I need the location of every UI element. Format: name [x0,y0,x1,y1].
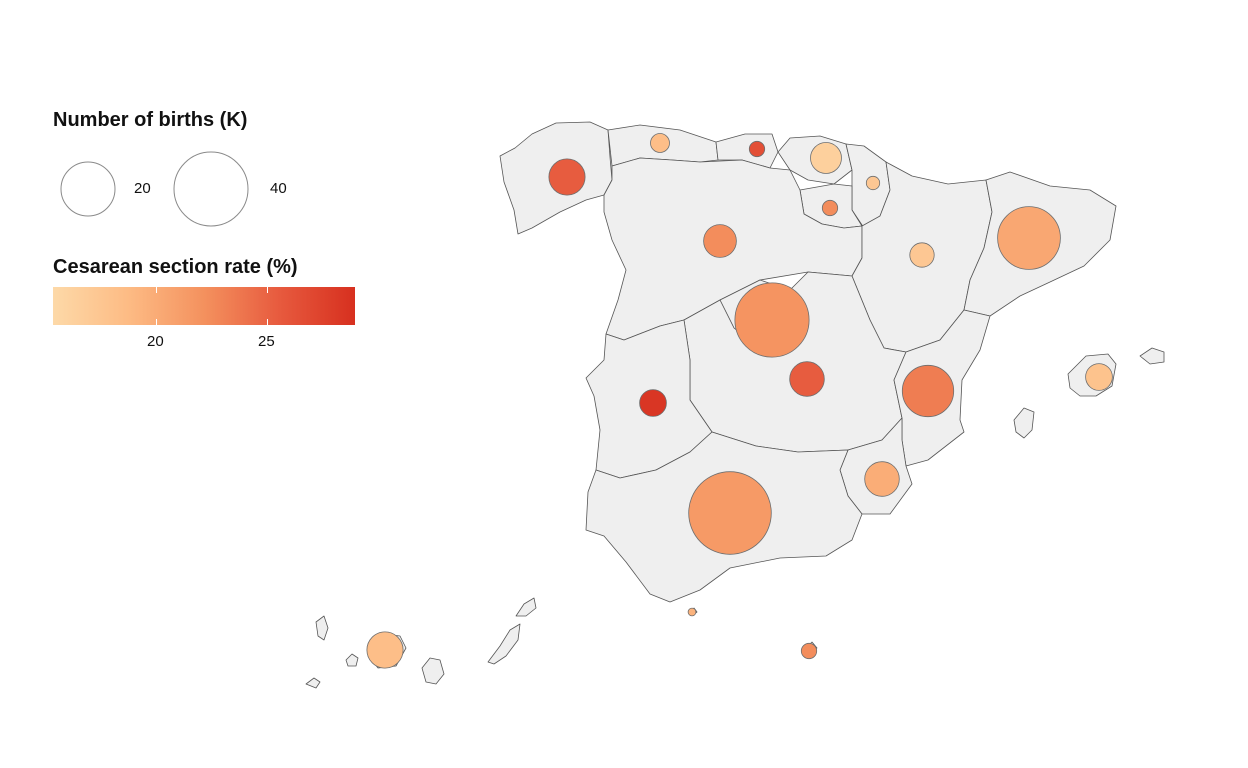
color-legend-bar [53,287,355,325]
bubble-point [650,133,670,153]
color-legend-title: Cesarean section rate (%) [53,256,298,278]
colorbar-label-25: 25 [258,333,275,350]
region-fuerteventura [487,623,521,665]
bubble-point [734,282,810,358]
size-legend-label-small: 20 [134,180,151,197]
region-la-gomera [345,653,359,667]
region-hierro [305,677,321,689]
region-ibiza [1013,407,1035,439]
bubble-point [1085,363,1113,391]
region-la-palma [315,615,329,641]
bubbles-layer [366,133,1113,669]
colorbar-tick-25 [267,287,268,325]
region-menorca [1139,347,1165,365]
size-legend-circle-small [60,161,116,217]
bubble-point [810,142,842,174]
colorbar-label-20: 20 [147,333,164,350]
size-legend-label-large: 40 [270,180,287,197]
bubble-point [901,364,955,418]
bubble-point [748,140,766,158]
bubble-point [639,389,667,417]
region-gran-canaria [421,657,445,685]
bubble-point [548,158,586,196]
bubble-point [688,471,772,555]
bubble-point [865,175,881,191]
bubble-point [366,631,404,669]
bubble-point [909,242,935,268]
bubble-point [864,461,900,497]
region-lanzarote [515,597,537,617]
bubble-point [997,206,1061,270]
bubble-point [789,361,825,397]
size-legend [60,151,249,227]
size-legend-circle-large [173,151,249,227]
bubble-point [687,607,697,617]
bubble-point [703,224,737,258]
region-cantabria [715,133,779,169]
size-legend-title: Number of births (K) [53,109,248,131]
bubble-point [821,199,839,217]
bubble-point [800,642,818,660]
colorbar-tick-20 [156,287,157,325]
